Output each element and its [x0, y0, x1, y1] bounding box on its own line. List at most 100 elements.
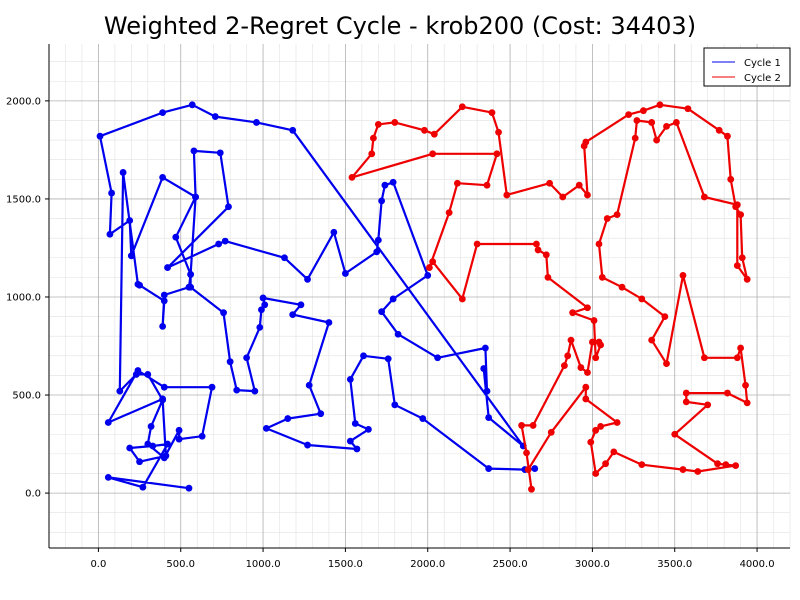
data-point — [733, 201, 741, 209]
data-point — [473, 240, 481, 248]
data-point — [378, 197, 386, 205]
data-point — [610, 448, 618, 456]
data-point — [682, 398, 690, 406]
data-point — [453, 179, 461, 187]
data-point — [289, 311, 297, 319]
data-point — [384, 355, 392, 363]
data-point — [533, 240, 540, 248]
data-point — [368, 150, 376, 158]
data-point — [672, 119, 680, 126]
data-point — [518, 422, 525, 429]
x-tick-label: 2000.0 — [410, 559, 445, 570]
x-tick-label: 1000.0 — [246, 559, 281, 570]
data-point — [542, 251, 550, 259]
data-point — [164, 440, 171, 448]
data-point — [704, 401, 712, 409]
data-point — [160, 291, 168, 299]
data-point — [394, 330, 402, 338]
data-point — [575, 181, 583, 189]
data-point — [175, 435, 183, 443]
legend: Cycle 1 Cycle 2 — [703, 47, 791, 87]
data-point — [613, 419, 621, 426]
data-point — [262, 424, 270, 432]
legend-label-cycle-2: Cycle 2 — [744, 73, 781, 84]
data-point — [595, 240, 603, 248]
data-point — [104, 419, 112, 426]
data-point — [421, 126, 428, 134]
data-point — [648, 336, 656, 344]
data-point — [127, 252, 135, 260]
data-point — [126, 444, 134, 452]
data-point — [126, 217, 134, 224]
data-point — [104, 474, 112, 481]
data-point — [481, 344, 489, 352]
data-point — [144, 371, 152, 378]
data-point — [737, 211, 744, 219]
data-point — [631, 134, 639, 142]
data-point — [523, 449, 530, 457]
data-point — [119, 169, 127, 176]
data-point — [351, 420, 359, 427]
data-point — [503, 191, 511, 199]
data-point — [445, 209, 453, 217]
data-point — [661, 313, 669, 320]
data-point — [742, 381, 749, 389]
data-point — [524, 466, 532, 473]
data-point — [172, 233, 180, 241]
data-point — [434, 354, 442, 362]
data-point — [531, 465, 539, 472]
y-tick-label: 1000.0 — [6, 292, 41, 303]
data-point — [663, 360, 670, 368]
data-point — [724, 132, 731, 140]
data-point — [722, 461, 730, 469]
data-point — [603, 215, 611, 222]
data-point — [221, 237, 229, 245]
data-point — [724, 389, 731, 397]
data-point — [317, 410, 325, 418]
data-point — [648, 119, 656, 126]
data-point — [429, 150, 437, 158]
data-point — [160, 297, 168, 305]
x-tick-label: 500.0 — [166, 559, 195, 570]
data-point — [485, 465, 493, 472]
data-point — [493, 150, 501, 158]
x-tick-label: 1500.0 — [328, 559, 363, 570]
data-point — [106, 230, 114, 238]
data-point — [304, 275, 311, 283]
data-point — [211, 113, 219, 120]
data-point — [225, 203, 232, 211]
data-point — [458, 295, 466, 303]
data-point — [528, 485, 535, 493]
data-point — [584, 369, 591, 376]
data-point — [618, 283, 626, 291]
data-point — [589, 338, 596, 346]
data-point — [192, 193, 199, 201]
x-tick-label: 3500.0 — [657, 559, 692, 570]
data-point — [582, 383, 590, 391]
data-point — [732, 462, 740, 470]
data-point — [216, 149, 224, 157]
data-point — [365, 425, 372, 433]
data-point — [483, 181, 491, 189]
data-point — [743, 275, 751, 283]
data-point — [162, 452, 170, 460]
data-point — [185, 484, 193, 492]
data-point — [369, 134, 377, 142]
y-tick-label: 500.0 — [12, 391, 41, 402]
y-tick-label: 0.0 — [25, 489, 41, 500]
data-point — [544, 273, 552, 281]
data-point — [220, 309, 227, 317]
legend-label-cycle-1: Cycle 1 — [744, 58, 781, 69]
data-point — [251, 387, 259, 395]
data-point — [164, 264, 171, 271]
data-point — [483, 387, 491, 395]
y-tick-label: 1500.0 — [6, 194, 41, 205]
data-point — [185, 283, 193, 291]
data-point — [429, 258, 437, 266]
data-point — [488, 109, 496, 117]
data-point — [233, 386, 241, 394]
data-point — [253, 119, 260, 126]
data-point — [727, 175, 735, 183]
data-point — [348, 173, 356, 181]
